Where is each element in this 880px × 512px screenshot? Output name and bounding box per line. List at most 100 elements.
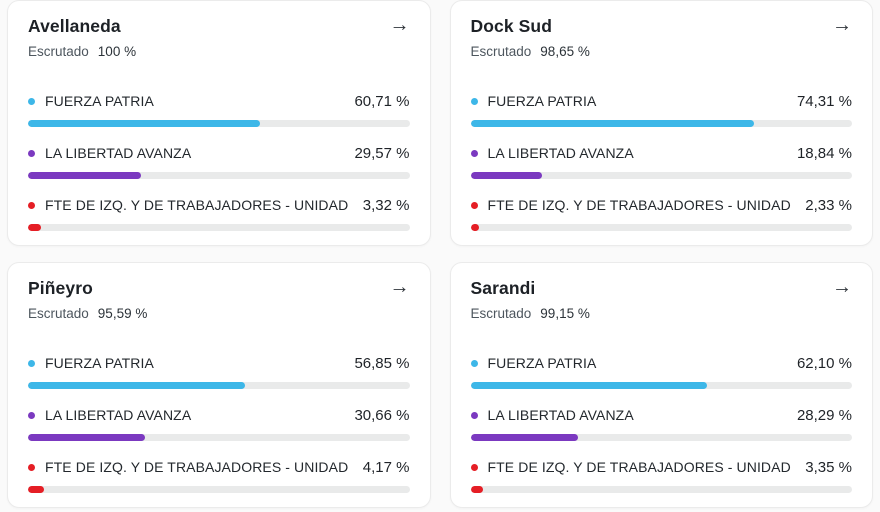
arrow-right-icon[interactable]: → <box>832 14 852 36</box>
arrow-right-icon[interactable]: → <box>389 276 410 298</box>
results-list: FUERZA PATRIA 74,31 % LA LIBERTAD AVANZA… <box>470 91 852 231</box>
result-row: FTE DE IZQ. Y DE TRABAJADORES - UNIDAD 3… <box>28 195 410 231</box>
result-row: FUERZA PATRIA 56,85 % <box>28 353 410 389</box>
party-name: FUERZA PATRIA <box>45 355 154 371</box>
progress-track <box>470 486 852 493</box>
party-name: LA LIBERTAD AVANZA <box>45 407 192 423</box>
progress-fill <box>470 382 708 389</box>
result-row: LA LIBERTAD AVANZA 28,29 % <box>470 405 852 441</box>
district-card-avellaneda: Avellaneda → Escrutado 100 % FUERZA PATRI… <box>7 0 431 246</box>
progress-fill <box>470 224 480 231</box>
escrutado-value: 99,15 % <box>540 306 590 321</box>
results-list: FUERZA PATRIA 60,71 % LA LIBERTAD AVANZA… <box>28 91 410 231</box>
escrutado-label: Escrutado <box>470 306 532 321</box>
card-header: Piñeyro → <box>28 277 410 299</box>
escrutado-line: Escrutado 99,15 % <box>471 305 853 323</box>
escrutado-label: Escrutado <box>470 44 532 59</box>
progress-track <box>28 172 410 179</box>
party-color-dot <box>28 463 35 471</box>
progress-fill <box>470 434 579 441</box>
escrutado-label: Escrutado <box>28 44 89 59</box>
results-list: FUERZA PATRIA 56,85 % LA LIBERTAD AVANZA… <box>28 353 410 493</box>
party-name: FTE DE IZQ. Y DE TRABAJADORES - UNIDAD <box>487 459 791 475</box>
progress-track <box>28 224 410 231</box>
party-percent: 2,33 % <box>805 196 852 214</box>
progress-fill <box>470 172 543 179</box>
party-color-dot <box>470 463 478 471</box>
party-color-dot <box>470 149 478 157</box>
results-list: FUERZA PATRIA 62,10 % LA LIBERTAD AVANZA… <box>470 353 852 493</box>
party-name: FTE DE IZQ. Y DE TRABAJADORES - UNIDAD <box>45 459 349 475</box>
party-name: FUERZA PATRIA <box>487 355 597 371</box>
district-title: Avellaneda <box>28 16 121 36</box>
party-name: FTE DE IZQ. Y DE TRABAJADORES - UNIDAD <box>487 197 791 213</box>
progress-track <box>28 382 410 389</box>
party-percent: 28,29 % <box>796 406 852 424</box>
arrow-right-icon[interactable]: → <box>389 14 410 36</box>
progress-fill <box>28 382 245 389</box>
escrutado-value: 95,59 % <box>97 306 148 321</box>
party-percent: 29,57 % <box>354 144 410 162</box>
party-percent: 3,35 % <box>805 458 852 476</box>
result-row: LA LIBERTAD AVANZA 29,57 % <box>28 143 410 179</box>
progress-fill <box>28 224 41 231</box>
progress-fill <box>28 434 145 441</box>
party-name: FUERZA PATRIA <box>487 93 597 109</box>
result-row: LA LIBERTAD AVANZA 30,66 % <box>28 405 410 441</box>
party-color-dot <box>470 201 478 209</box>
district-card-pineyro: Piñeyro → Escrutado 95,59 % FUERZA PATRIA… <box>7 262 431 508</box>
district-card-dock-sud: Dock Sud → Escrutado 98,65 % FUERZA PATRI… <box>449 0 873 246</box>
escrutado-line: Escrutado 95,59 % <box>28 305 410 323</box>
party-percent: 56,85 % <box>354 354 410 372</box>
party-name: LA LIBERTAD AVANZA <box>487 407 634 423</box>
party-percent: 74,31 % <box>796 92 852 110</box>
progress-track <box>470 120 852 127</box>
progress-fill <box>470 120 754 127</box>
district-title: Piñeyro <box>28 278 93 298</box>
district-title: Dock Sud <box>470 16 553 36</box>
party-color-dot <box>470 359 478 367</box>
card-header: Sarandi → <box>471 277 853 299</box>
progress-track <box>470 172 852 179</box>
escrutado-value: 100 % <box>97 44 137 59</box>
escrutado-label: Escrutado <box>28 306 89 321</box>
party-name: FUERZA PATRIA <box>45 93 154 109</box>
party-color-dot <box>470 411 478 419</box>
party-percent: 4,17 % <box>362 458 410 476</box>
progress-track <box>470 434 852 441</box>
party-color-dot <box>28 359 35 367</box>
district-card-sarandi: Sarandi → Escrutado 99,15 % FUERZA PATRIA… <box>449 262 873 508</box>
result-row: FUERZA PATRIA 62,10 % <box>470 353 852 389</box>
escrutado-line: Escrutado 98,65 % <box>471 43 853 61</box>
party-name: LA LIBERTAD AVANZA <box>45 145 192 161</box>
progress-track <box>28 120 410 127</box>
escrutado-line: Escrutado 100 % <box>28 43 410 61</box>
result-row: FTE DE IZQ. Y DE TRABAJADORES - UNIDAD 3… <box>470 457 852 493</box>
party-percent: 30,66 % <box>354 406 410 424</box>
party-percent: 18,84 % <box>796 144 852 162</box>
party-name: LA LIBERTAD AVANZA <box>487 145 634 161</box>
arrow-right-icon[interactable]: → <box>832 276 852 298</box>
party-color-dot <box>28 149 35 157</box>
party-color-dot <box>28 411 35 419</box>
district-title: Sarandi <box>470 278 536 298</box>
escrutado-value: 98,65 % <box>540 44 590 59</box>
party-color-dot <box>470 97 478 105</box>
result-row: FUERZA PATRIA 60,71 % <box>28 91 410 127</box>
progress-track <box>470 224 852 231</box>
result-row: LA LIBERTAD AVANZA 18,84 % <box>470 143 852 179</box>
progress-fill <box>470 486 484 493</box>
progress-track <box>28 434 410 441</box>
progress-fill <box>28 486 44 493</box>
progress-track <box>28 486 410 493</box>
party-percent: 60,71 % <box>354 92 410 110</box>
party-percent: 62,10 % <box>796 354 852 372</box>
party-color-dot <box>28 97 35 105</box>
progress-fill <box>28 120 260 127</box>
result-row: FTE DE IZQ. Y DE TRABAJADORES - UNIDAD 4… <box>28 457 410 493</box>
party-name: FTE DE IZQ. Y DE TRABAJADORES - UNIDAD <box>45 197 349 213</box>
result-row: FUERZA PATRIA 74,31 % <box>470 91 852 127</box>
result-row: FTE DE IZQ. Y DE TRABAJADORES - UNIDAD 2… <box>470 195 852 231</box>
progress-track <box>470 382 852 389</box>
